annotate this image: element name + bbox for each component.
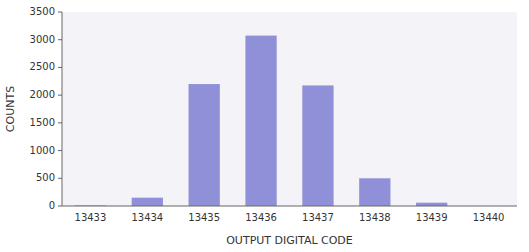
y-tick: [58, 206, 62, 207]
y-tick-label: 1000: [30, 145, 55, 156]
x-tick-label: 13434: [131, 212, 163, 223]
y-tick: [58, 150, 62, 151]
bar: [132, 198, 163, 206]
x-tick-label: 13440: [473, 212, 505, 223]
y-axis-line: [62, 12, 63, 206]
y-tick: [58, 95, 62, 96]
x-axis-label: OUTPUT DIGITAL CODE: [226, 234, 353, 247]
x-axis-line: [62, 206, 517, 207]
bars: [75, 36, 448, 206]
y-tick-label: 2500: [30, 61, 55, 72]
x-tick-label: 13433: [75, 212, 107, 223]
y-tick: [58, 122, 62, 123]
bar: [302, 85, 333, 206]
y-tick-label: 3000: [30, 34, 55, 45]
y-tick: [58, 67, 62, 68]
bar: [245, 36, 276, 206]
x-tick-label: 13439: [416, 212, 448, 223]
y-tick-label: 3500: [30, 6, 55, 17]
bar: [189, 84, 220, 206]
y-tick-label: 0: [49, 200, 55, 211]
y-tick: [58, 12, 62, 13]
x-tick-label: 13437: [302, 212, 334, 223]
y-tick: [58, 39, 62, 40]
y-axis-label: COUNTS: [4, 86, 17, 132]
bar: [359, 178, 390, 206]
y-tick-label: 500: [36, 172, 55, 183]
x-tick-label: 13438: [359, 212, 391, 223]
y-tick-label: 1500: [30, 117, 55, 128]
x-tick-label: 13435: [188, 212, 220, 223]
plot-area: [62, 12, 517, 206]
x-tick-label: 13436: [245, 212, 277, 223]
y-tick: [58, 178, 62, 179]
y-tick-label: 2000: [30, 89, 55, 100]
chart: 0 500 1000 1500 2000 2500 3000 3500 13433 13434 13…: [0, 0, 529, 252]
